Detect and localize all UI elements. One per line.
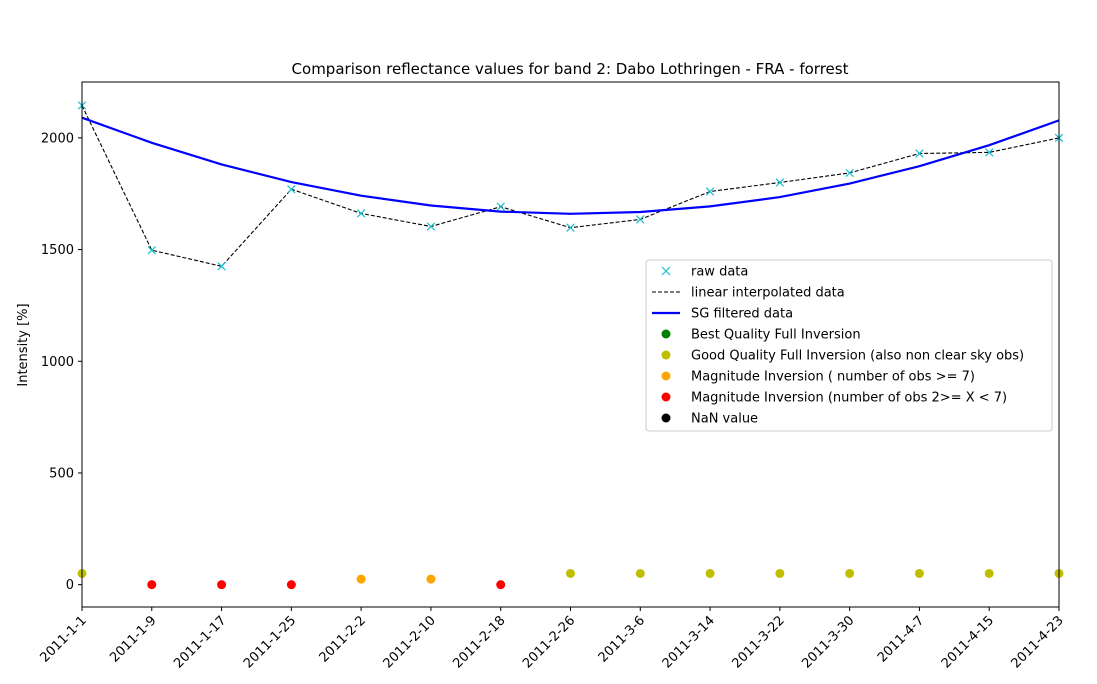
- quality-point: [147, 580, 157, 590]
- legend-quality-marker: [661, 392, 671, 402]
- quality-point: [356, 574, 366, 584]
- plot-frame: [81, 81, 1060, 608]
- raw-data-point: [775, 178, 785, 187]
- quality-point: [845, 568, 855, 578]
- x-tick-label: 2011-2-2: [317, 613, 369, 665]
- x-axis: 2011-1-1 2011-1-9 2011-1-17 2011-1-25 2011-2…: [37, 607, 1067, 671]
- x-tick-label: 2011-3-22: [730, 613, 788, 671]
- x-tick-label: 2011-4-23: [1009, 613, 1067, 671]
- quality-point: [984, 568, 994, 578]
- quality-point: [775, 568, 785, 578]
- legend-quality-marker: [661, 350, 671, 360]
- x-tick-label: 2011-3-6: [596, 613, 648, 665]
- legend-label: Good Quality Full Inversion (also non cl…: [691, 349, 1024, 364]
- quality-point: [705, 568, 715, 578]
- raw-data-point: [705, 187, 715, 196]
- series-layer: [77, 101, 1064, 271]
- quality-point: [496, 580, 506, 590]
- legend-label: NaN value: [691, 412, 758, 427]
- raw-data-point: [356, 209, 366, 218]
- quality-point: [914, 568, 924, 578]
- raw-data-point: [845, 168, 854, 178]
- legend-quality-marker: [661, 413, 671, 423]
- legend-raw-marker: [661, 266, 671, 276]
- x-tick-label: 2011-1-25: [241, 613, 299, 671]
- legend-label: Magnitude Inversion ( number of obs >= 7…: [691, 370, 975, 385]
- y-tick-label: 1000: [41, 355, 74, 370]
- x-tick-label: 2011-1-17: [171, 613, 229, 671]
- raw-data-point: [147, 245, 157, 255]
- quality-point: [635, 568, 645, 578]
- legend-label: SG filtered data: [691, 307, 793, 322]
- y-tick-label: 2000: [41, 131, 74, 146]
- quality-point: [217, 580, 227, 590]
- sg-filtered-line: [81, 116, 1060, 215]
- chart-title: Comparison reflectance values for band 2…: [292, 60, 849, 78]
- y-tick-label: 0: [66, 578, 74, 593]
- x-tick-label: 2011-3-30: [799, 613, 857, 671]
- legend-label: raw data: [691, 265, 748, 280]
- legend-box: [645, 259, 1053, 432]
- y-axis-label: Intensity [%]: [16, 303, 31, 386]
- x-tick-label: 2011-1-1: [37, 613, 89, 665]
- raw-data-point: [426, 222, 436, 231]
- legend-label: Magnitude Inversion (number of obs 2>= X…: [691, 391, 1007, 406]
- legend-label: linear interpolated data: [691, 286, 845, 301]
- quality-point: [566, 568, 575, 578]
- raw-data-point: [287, 185, 296, 194]
- raw-data-point: [217, 262, 226, 271]
- raw-data-point: [636, 215, 645, 224]
- x-tick-label: 2011-3-14: [660, 613, 718, 671]
- x-tick-label: 2011-2-18: [450, 613, 508, 671]
- raw-data-point: [566, 223, 575, 232]
- x-tick-label: 2011-4-15: [939, 613, 997, 671]
- x-tick-label: 2011-2-10: [381, 613, 439, 671]
- legend: raw data linear interpolated data SG filte…: [645, 259, 1053, 432]
- y-axis: 0 500 1000 1500 2000: [41, 131, 82, 593]
- raw-data-point: [984, 148, 994, 157]
- raw-data-point: [915, 149, 924, 158]
- legend-label: Best Quality Full Inversion: [691, 328, 861, 343]
- x-tick-label: 2011-4-7: [875, 613, 927, 665]
- quality-layer: [77, 568, 1064, 590]
- quality-point: [286, 580, 296, 590]
- x-tick-label: 2011-2-26: [520, 613, 578, 671]
- x-tick-label: 2011-1-9: [107, 613, 159, 665]
- raw-data-point: [496, 202, 505, 211]
- quality-point: [426, 574, 436, 584]
- y-tick-label: 500: [49, 466, 74, 481]
- legend-quality-marker: [661, 329, 671, 339]
- legend-quality-marker: [661, 371, 671, 381]
- y-tick-label: 1500: [41, 243, 74, 258]
